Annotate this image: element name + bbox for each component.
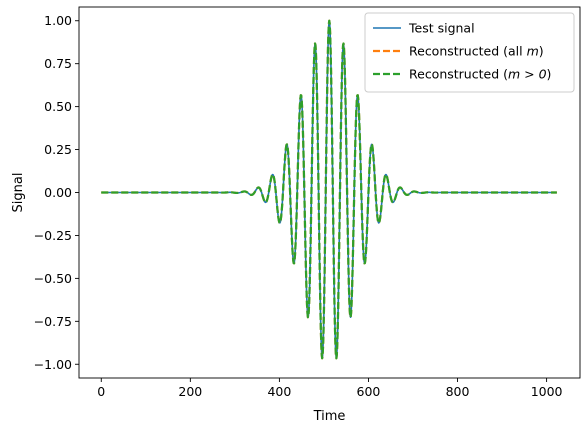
legend-label-1: Reconstructed (all m) [409, 44, 544, 59]
x-tick-label: 600 [357, 384, 381, 399]
y-tick-label: 0.00 [44, 185, 72, 200]
y-tick-label: 1.00 [44, 13, 72, 28]
y-tick-label: −0.25 [34, 228, 72, 243]
y-tick-label: 0.50 [44, 99, 72, 114]
y-axis-label: Signal [11, 173, 26, 213]
legend-label-2: Reconstructed (m > 0) [409, 67, 551, 82]
x-tick-label: 800 [446, 384, 470, 399]
series-layer [100, 19, 558, 360]
legend-label-0: Test signal [408, 21, 475, 36]
y-tick-label: −0.75 [34, 314, 72, 329]
series-line-2 [100, 19, 558, 360]
y-tick-label: −0.50 [34, 271, 72, 286]
y-tick-label: 0.75 [44, 56, 72, 71]
ticks-layer: 0 200 400 600 800 1000 1.00 0.75 0.50 0.25 0.00 −0.… [34, 13, 563, 399]
x-axis-label: Time [313, 409, 346, 424]
x-tick-label: 200 [178, 384, 202, 399]
plot-frame [78, 6, 581, 379]
x-tick-label: 0 [97, 384, 105, 399]
legend: Test signal Reconstructed (all m) Reconstr… [364, 12, 575, 93]
legend-box [364, 12, 575, 93]
x-tick-label: 1000 [531, 384, 563, 399]
y-tick-label: 0.25 [44, 142, 72, 157]
x-tick-label: 400 [267, 384, 291, 399]
y-tick-label: −1.00 [34, 357, 72, 372]
